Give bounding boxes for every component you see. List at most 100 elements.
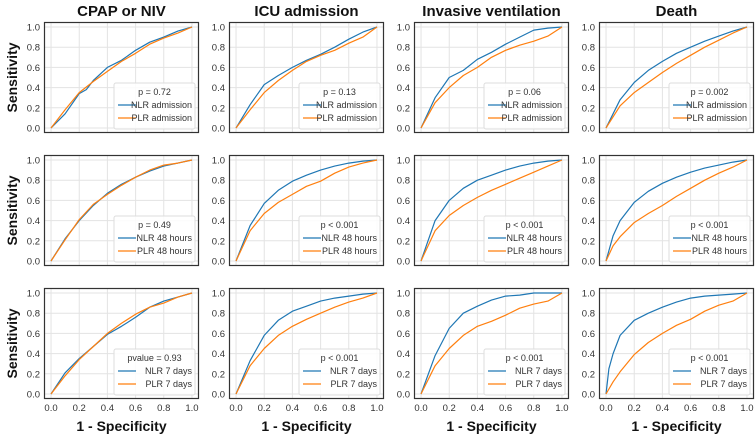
legend-entry: PLR 48 hours	[692, 246, 748, 256]
x-tick-label: 0.8	[527, 403, 540, 414]
legend-entry: NLR 7 days	[145, 366, 193, 376]
p-value-label: p = 0.13	[323, 87, 356, 97]
roc-panel: 0.0 0.0 0.2 0.2 0.4 0.4 0.6 0.6 0.8 0.8 1.0 1.0 pval…	[27, 287, 200, 414]
axes-frame	[228, 21, 385, 134]
y-tick-label: 0.2	[397, 103, 410, 114]
legend-entry: NLR 48 hours	[691, 233, 747, 243]
x-tick-label: 0.4	[101, 403, 114, 414]
y-tick-label: 0.6	[397, 329, 410, 340]
legend: p < 0.001 NLR 48 hours PLR 48 hours	[483, 215, 566, 263]
y-tick-label: 0.8	[582, 43, 595, 54]
y-tick-label: 1.0	[212, 156, 225, 167]
y-tick-label: 0.8	[397, 176, 410, 187]
y-tick-label: 0.4	[397, 83, 410, 94]
y-tick-label: 0.4	[582, 83, 595, 94]
column-title: ICU admission	[254, 3, 358, 20]
legend: p < 0.001 NLR 7 days PLR 7 days	[483, 348, 566, 396]
x-tick-label: 1.0	[740, 403, 753, 414]
y-tick-label: 0.4	[27, 349, 40, 360]
x-tick-label: 0.6	[129, 403, 142, 414]
y-tick-label: 0.2	[27, 103, 40, 114]
legend-entry: NLR 7 days	[700, 366, 748, 376]
y-tick-label: 0.8	[212, 43, 225, 54]
y-tick-label: 0.0	[212, 256, 225, 267]
p-value-label: p < 0.001	[321, 353, 359, 363]
plr-roc-curve	[420, 26, 563, 129]
y-tick-label: 1.0	[27, 289, 40, 300]
x-axis-label: 1 - Specificity	[446, 418, 536, 434]
y-axis-label: Sensitivity	[4, 308, 20, 378]
y-tick-label: 0.6	[27, 63, 40, 74]
x-tick-label: 0.4	[286, 403, 299, 414]
y-tick-label: 0.8	[212, 309, 225, 320]
legend-entry: NLR admission	[131, 100, 192, 110]
x-tick-label: 1.0	[370, 403, 383, 414]
y-tick-label: 0.6	[212, 329, 225, 340]
y-tick-label: 0.4	[397, 349, 410, 360]
x-tick-label: 0.2	[73, 403, 86, 414]
axes-frame	[598, 154, 755, 267]
p-value-label: p = 0.49	[138, 220, 171, 230]
legend-entry: PLR 48 hours	[137, 246, 193, 256]
legend-entry: PLR admission	[131, 113, 192, 123]
x-tick-label: 0.6	[314, 403, 327, 414]
p-value-label: p < 0.001	[321, 220, 359, 230]
x-tick-label: 0.8	[157, 403, 170, 414]
y-axis-label: Sensitivity	[4, 175, 20, 245]
y-tick-label: 0.2	[397, 236, 410, 247]
roc-panel: 0.0 0.2 0.4 0.6 0.8 1.0 p < 0.001 NLR 48 hours P…	[582, 154, 755, 267]
roc-panel: 0.0 0.2 0.4 0.6 0.8 1.0 p = 0.06 NLR admission P…	[397, 21, 570, 134]
nlr-roc-curve	[235, 159, 378, 262]
p-value-label: p = 0.72	[138, 87, 171, 97]
legend-entry: NLR admission	[686, 100, 747, 110]
legend-entry: PLR admission	[316, 113, 377, 123]
y-tick-label: 0.6	[27, 329, 40, 340]
y-tick-label: 0.2	[582, 236, 595, 247]
p-value-label: p < 0.001	[691, 220, 729, 230]
nlr-roc-curve	[605, 26, 748, 129]
legend-entry: NLR 48 hours	[136, 233, 192, 243]
x-tick-label: 0.8	[712, 403, 725, 414]
x-tick-label: 0.2	[443, 403, 456, 414]
plr-roc-curve	[420, 159, 563, 262]
y-tick-label: 1.0	[212, 23, 225, 34]
nlr-roc-curve	[235, 26, 378, 129]
x-axis-label: 1 - Specificity	[261, 418, 351, 434]
y-tick-label: 0.4	[212, 83, 225, 94]
nlr-roc-curve	[420, 26, 563, 129]
y-tick-label: 1.0	[27, 156, 40, 167]
legend: pvalue = 0.93 NLR 7 days PLR 7 days	[113, 348, 196, 396]
legend: p = 0.002 NLR admission PLR admission	[668, 82, 751, 130]
legend-entry: PLR 7 days	[330, 379, 377, 389]
roc-panel: 0.0 0.2 0.4 0.6 0.8 1.0 p < 0.001 NLR 48 hours P…	[397, 154, 570, 267]
x-tick-label: 0.0	[414, 403, 427, 414]
x-tick-label: 1.0	[185, 403, 198, 414]
y-tick-label: 0.0	[212, 123, 225, 134]
y-tick-label: 0.8	[27, 43, 40, 54]
nlr-roc-curve	[420, 292, 562, 395]
legend-entry: PLR admission	[501, 113, 562, 123]
legend: p = 0.06 NLR admission PLR admission	[483, 82, 566, 130]
legend: p < 0.001 NLR 7 days PLR 7 days	[668, 348, 751, 396]
p-value-label: pvalue = 0.93	[127, 353, 181, 363]
nlr-roc-curve	[235, 292, 378, 395]
legend-entry: NLR 7 days	[515, 366, 563, 376]
axes-frame	[228, 287, 385, 400]
y-tick-label: 0.4	[397, 216, 410, 227]
x-tick-label: 0.0	[599, 403, 612, 414]
y-tick-label: 0.4	[27, 216, 40, 227]
legend-entry: PLR 7 days	[515, 379, 562, 389]
legend-entry: NLR 7 days	[330, 366, 378, 376]
y-tick-label: 0.8	[397, 309, 410, 320]
y-tick-label: 0.2	[212, 369, 225, 380]
x-tick-label: 0.6	[684, 403, 697, 414]
roc-panel: 0.0 0.2 0.4 0.6 0.8 1.0 p = 0.49 NLR 48 hours PL…	[27, 154, 200, 267]
y-tick-label: 0.2	[582, 369, 595, 380]
legend-entry: PLR 48 hours	[507, 246, 563, 256]
roc-panel: 0.0 0.2 0.4 0.6 0.8 1.0 p = 0.002 NLR admission…	[582, 21, 755, 134]
nlr-roc-curve	[50, 292, 193, 395]
legend: p < 0.001 NLR 48 hours PLR 48 hours	[668, 215, 751, 263]
x-tick-label: 0.0	[229, 403, 242, 414]
y-tick-label: 0.6	[582, 63, 595, 74]
y-tick-label: 0.6	[397, 63, 410, 74]
